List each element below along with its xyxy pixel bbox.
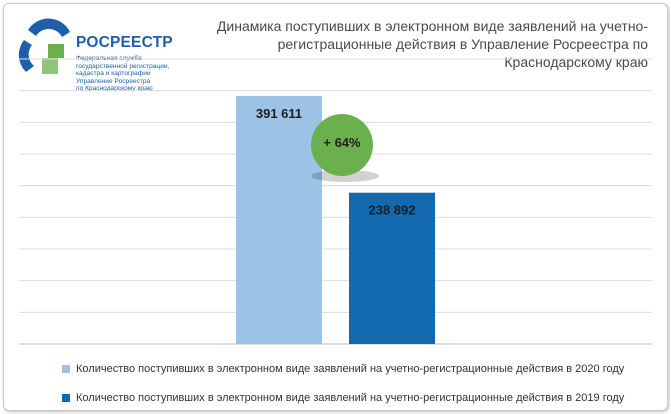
bar-2019 bbox=[349, 192, 435, 344]
legend-item-2020: Количество поступивших в электронном вид… bbox=[62, 359, 624, 379]
logo-subtitle-line: кадастра и картографии bbox=[76, 70, 151, 78]
logo-subtitle-line: государственной регистрации, bbox=[76, 62, 170, 70]
bar-value-label: 391 611 bbox=[256, 106, 302, 121]
legend-label: Количество поступивших в электронном вид… bbox=[76, 363, 625, 375]
legend-swatch bbox=[62, 365, 70, 373]
legend-item-2019: Количество поступивших в электронном вид… bbox=[62, 388, 624, 408]
gridlines bbox=[19, 58, 652, 345]
chart-legend: Количество поступивших в электронном вид… bbox=[62, 359, 624, 410]
bar-chart: 391 611 238 892 bbox=[19, 58, 652, 345]
bar-2020 bbox=[236, 95, 322, 344]
chart-title: Динамика поступивших в электронном виде … bbox=[200, 17, 648, 71]
rosreestr-logo: РОСРЕЕСТР Федеральная служба государстве… bbox=[14, 10, 189, 100]
legend-label: Количество поступивших в электронном вид… bbox=[76, 392, 625, 404]
rosreestr-emblem-icon bbox=[18, 18, 70, 74]
logo-subtitle-line: Управление Росреестра bbox=[76, 77, 151, 85]
logo-name: РОСРЕЕСТР bbox=[76, 34, 173, 51]
bars: 391 611 238 892 bbox=[236, 95, 435, 344]
bar-value-label: 238 892 bbox=[369, 203, 416, 218]
growth-annotation-label: + 64% bbox=[323, 135, 361, 150]
chart-frame: РОСРЕЕСТР Федеральная служба государстве… bbox=[3, 3, 668, 411]
legend-swatch bbox=[62, 394, 70, 402]
growth-badge-shadow bbox=[311, 170, 379, 182]
growth-badge bbox=[311, 114, 373, 176]
logo-subtitle-line: по Краснодарскому краю bbox=[76, 85, 153, 93]
chart-title-line: Динамика поступивших в электронном виде … bbox=[216, 18, 648, 34]
chart-title-line: Краснодарскому краю bbox=[504, 54, 648, 70]
chart-title-line: регистрационные действия в Управление Ро… bbox=[277, 36, 648, 52]
